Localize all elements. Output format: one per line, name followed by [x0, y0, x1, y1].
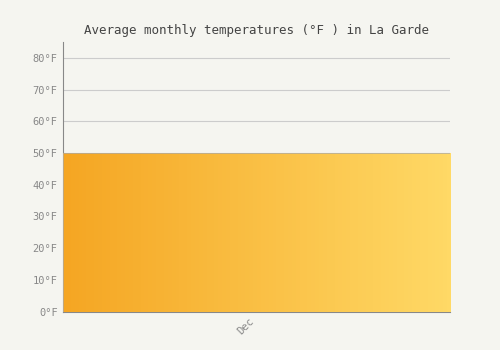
Bar	[62, 153, 450, 312]
Bar	[62, 153, 450, 312]
Title: Average monthly temperatures (°F ) in La Garde: Average monthly temperatures (°F ) in La…	[84, 24, 429, 37]
